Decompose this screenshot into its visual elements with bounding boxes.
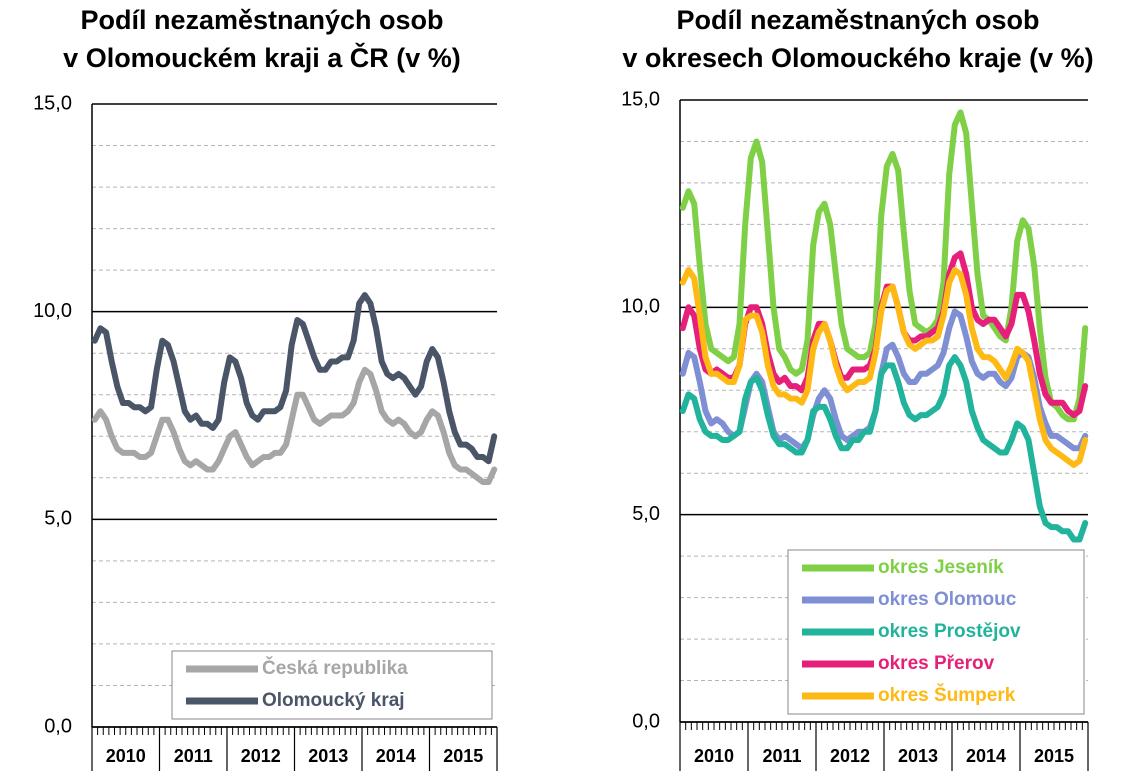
legend-label: Česká republika [262,657,408,679]
legend-label: Olomoucký kraj [262,690,405,711]
x-tick-label: 2011 [174,746,213,766]
x-tick-label: 2015 [1034,746,1074,766]
x-tick-label: 2010 [106,746,146,766]
x-tick-label: 2013 [898,746,938,766]
series-line [679,267,1089,468]
chart-title: Podíl nezaměstnaných osob [676,5,1039,35]
y-tick-label: 0,0 [632,710,660,732]
x-tick-label: 2015 [443,746,483,766]
y-tick-label: 5,0 [632,503,660,525]
x-tick-label: 2014 [376,746,416,766]
chart-title: v Olomouckém kraji a ČR (v %) [63,42,461,73]
legend-label: okres Prostějov [878,621,1021,642]
y-tick-label: 15,0 [33,92,72,114]
x-tick-label: 2013 [308,746,348,766]
series-line [679,109,1089,423]
x-tick-label: 2012 [830,746,870,766]
y-tick-label: 5,0 [44,508,72,530]
x-tick-label: 2012 [241,746,281,766]
y-tick-label: 10,0 [33,300,72,322]
legend-box [171,650,493,720]
legend-label: okres Jeseník [878,557,1004,578]
series-line [91,292,498,465]
series-line [679,354,1089,543]
legend-label: okres Přerov [878,653,995,674]
y-tick-label: 10,0 [621,296,660,318]
series-line [91,366,498,485]
x-tick-label: 2011 [762,746,801,766]
x-tick-label: 2010 [694,746,734,766]
y-tick-label: 0,0 [44,715,72,737]
legend-label: okres Olomouc [878,589,1017,610]
y-tick-label: 15,0 [621,88,660,110]
chart-title: Podíl nezaměstnaných osob [80,5,443,35]
x-tick-label: 2014 [966,746,1006,766]
legend-label: okres Šumperk [878,684,1016,706]
chart-title: v okresech Olomouckého kraje (v %) [622,43,1093,73]
